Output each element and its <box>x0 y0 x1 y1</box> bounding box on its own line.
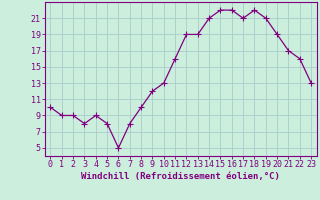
X-axis label: Windchill (Refroidissement éolien,°C): Windchill (Refroidissement éolien,°C) <box>81 172 280 181</box>
